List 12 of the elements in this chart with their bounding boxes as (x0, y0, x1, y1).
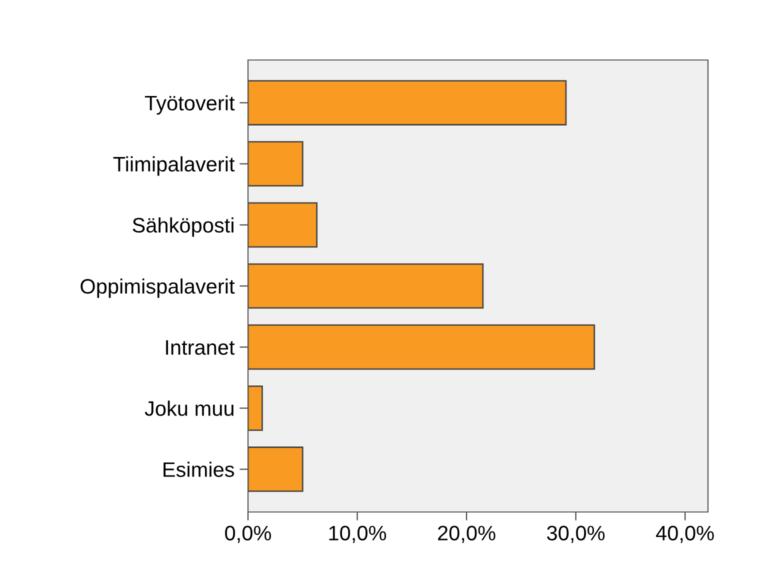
y-tick-label: Työtoverit (144, 95, 235, 115)
y-tick-label: Oppimispalaverit (80, 278, 235, 298)
y-tick-label: Joku muu (144, 400, 234, 416)
x-tick-label: 20,0% (438, 526, 496, 543)
y-tick-label: Tiimipalaverit (113, 156, 235, 176)
x-tick-label: 40,0% (656, 526, 714, 543)
y-tick-label: Sähköposti (132, 217, 234, 237)
x-tick-label: 30,0% (547, 526, 605, 543)
y-tick-label: Intranet (166, 340, 235, 355)
x-tick-label: 0,0% (225, 526, 272, 543)
x-tick-label: 10,0% (329, 526, 386, 543)
y-tick-label: Esimies (164, 462, 234, 477)
